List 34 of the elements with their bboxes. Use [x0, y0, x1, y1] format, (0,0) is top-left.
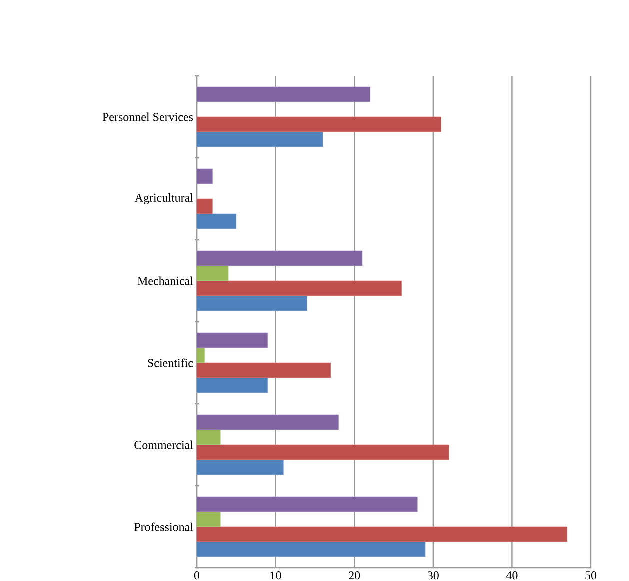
bar: [196, 250, 363, 266]
bar: [196, 214, 237, 230]
bar: [196, 296, 308, 312]
x-tick-label: 50: [586, 572, 597, 580]
y-tick-label: Personnel Services: [102, 112, 194, 122]
bar: [196, 132, 324, 148]
bar: [196, 378, 268, 394]
x-tick-label: 0: [194, 572, 200, 580]
bar: [196, 444, 450, 460]
bar: [196, 198, 213, 214]
x-tick-label: 20: [349, 572, 360, 580]
bar: [196, 414, 340, 430]
bar: [196, 86, 371, 102]
y-tick-label: Scientific: [148, 358, 194, 368]
y-tick-label: Agricultural: [134, 194, 194, 204]
bar: [196, 526, 568, 542]
bar: [196, 362, 332, 378]
bar: [196, 496, 418, 512]
bar: [196, 460, 284, 476]
bar: [196, 116, 442, 132]
y-tick-label: Mechanical: [138, 276, 194, 286]
bar: [196, 266, 229, 282]
bar: [196, 332, 268, 348]
y-tick-label: Commercial: [134, 440, 194, 450]
bar: [196, 542, 426, 558]
x-tick-label: 30: [428, 572, 439, 580]
bar: [196, 512, 221, 528]
y-tick-label: Professional: [134, 522, 194, 532]
x-tick-label: 10: [270, 572, 282, 580]
bar: [196, 430, 221, 446]
bar: [196, 348, 206, 364]
x-tick-label: 40: [506, 572, 518, 580]
bar: [196, 168, 213, 184]
bar: [196, 280, 402, 296]
